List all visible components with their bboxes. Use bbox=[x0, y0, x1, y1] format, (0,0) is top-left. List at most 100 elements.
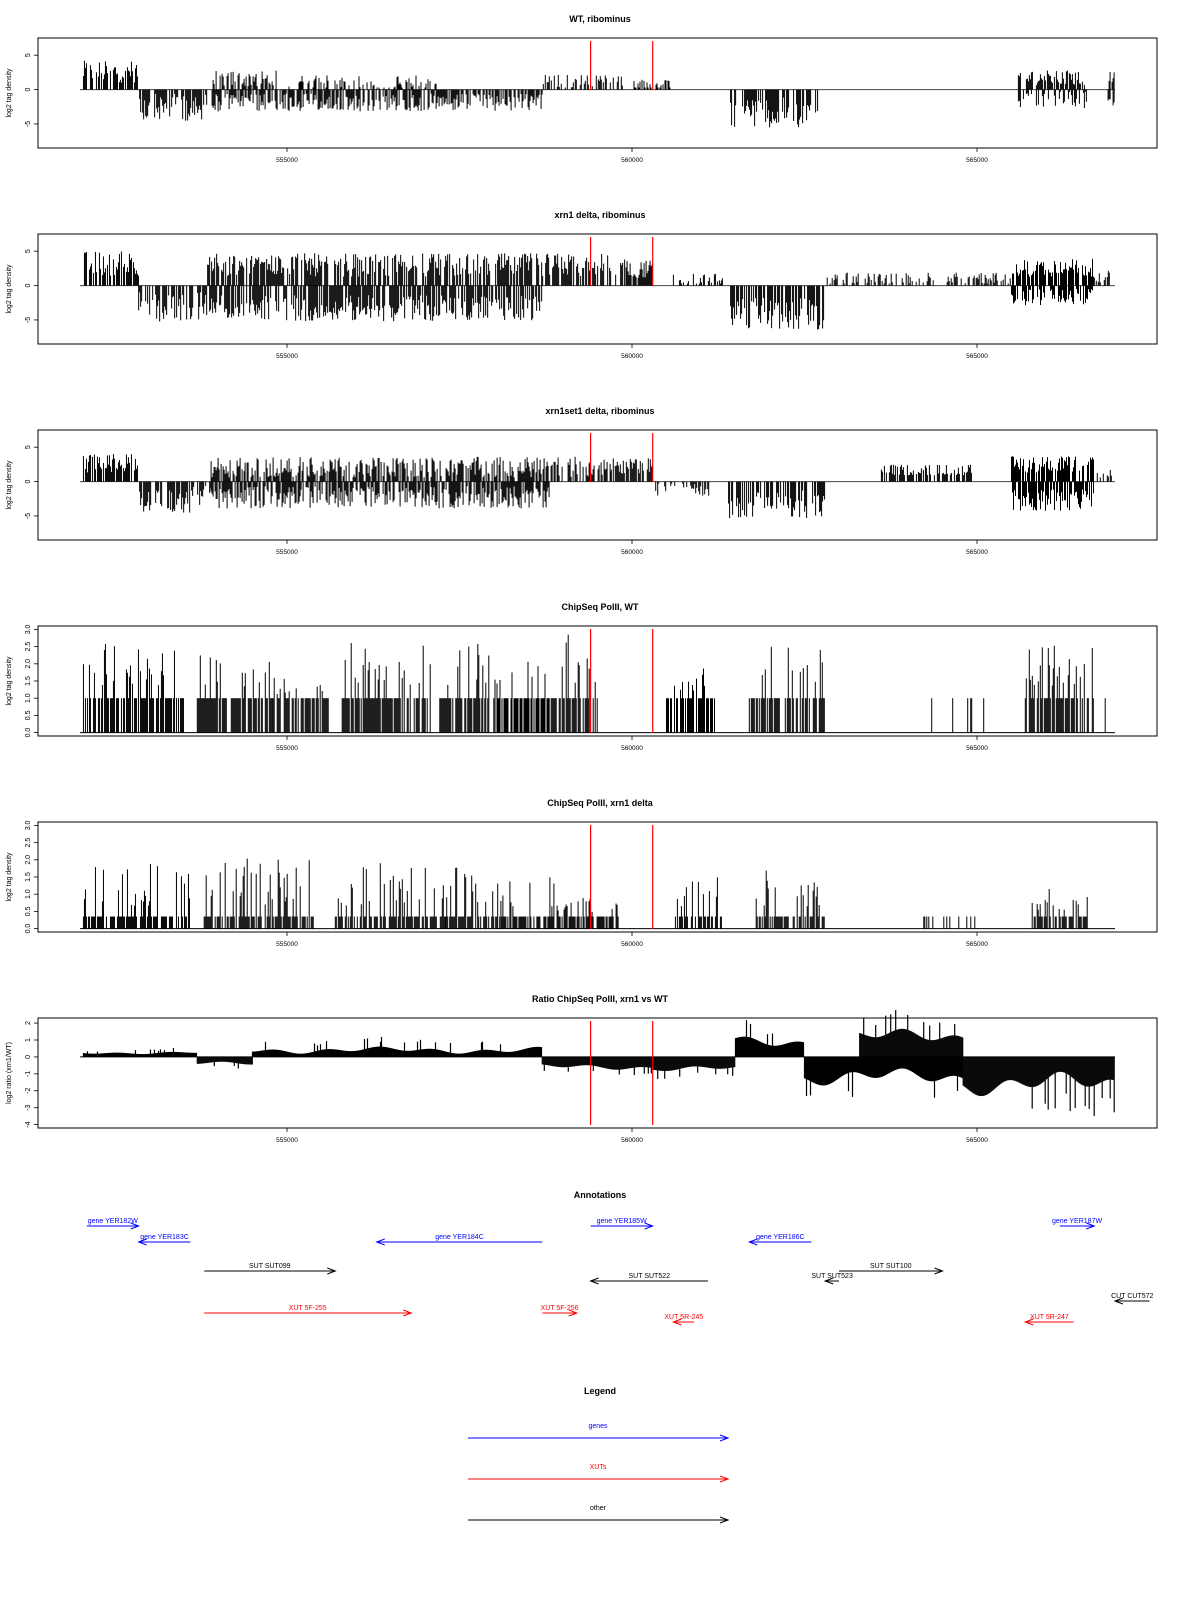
y-tick-label: -4 bbox=[25, 1121, 32, 1127]
arrow-head bbox=[327, 1267, 337, 1275]
legend-item: XUTs bbox=[468, 1464, 730, 1483]
y-tick-label: 5 bbox=[25, 445, 32, 449]
legend: Legend genes XUTs other bbox=[468, 1386, 730, 1524]
feature-label: SUT SUT522 bbox=[629, 1273, 671, 1280]
feature-label: gene YER183C bbox=[140, 1234, 189, 1241]
y-tick-label: -5 bbox=[25, 317, 32, 323]
y-tick-label: 5 bbox=[25, 53, 32, 57]
arrow-head bbox=[568, 1309, 579, 1317]
x-tick-label: 565000 bbox=[966, 745, 988, 752]
arrow-head bbox=[375, 1238, 385, 1246]
feature-label: gene YER182W bbox=[88, 1218, 138, 1225]
x-tick-label: 565000 bbox=[966, 157, 988, 164]
y-tick-label: 0.5 bbox=[25, 710, 32, 720]
arrow-head bbox=[403, 1309, 413, 1317]
y-tick-label: 0.0 bbox=[25, 924, 32, 934]
y-axis-label: log2 tag density bbox=[6, 852, 13, 902]
y-tick-label: 0.5 bbox=[25, 906, 32, 916]
arrow-head bbox=[934, 1267, 944, 1275]
data-series bbox=[80, 634, 1115, 734]
x-tick-label: 560000 bbox=[621, 1137, 643, 1144]
x-tick-label: 560000 bbox=[621, 941, 643, 948]
panel-3: xrn1set1 delta, ribominus log2 tag densit… bbox=[6, 406, 1158, 556]
data-series bbox=[80, 858, 1115, 930]
annotation-feature: XUT 5R-247 bbox=[1023, 1314, 1074, 1326]
y-tick-label: 2.5 bbox=[25, 838, 32, 848]
feature-label: SUT SUT523 bbox=[811, 1273, 853, 1280]
plot-frame bbox=[37, 429, 1158, 541]
y-tick-label: -2 bbox=[25, 1088, 32, 1094]
legend-label: XUTs bbox=[590, 1464, 607, 1471]
feature-label: gene YER187W bbox=[1052, 1218, 1102, 1225]
x-tick-label: 565000 bbox=[966, 1137, 988, 1144]
y-tick-label: 3.0 bbox=[25, 820, 32, 830]
arrow-head bbox=[1023, 1318, 1034, 1326]
data-series bbox=[80, 1010, 1115, 1117]
y-tick-label: 2.5 bbox=[25, 642, 32, 652]
panel-title: xrn1set1 delta, ribominus bbox=[545, 406, 654, 416]
annotation-feature: SUT SUT099 bbox=[204, 1263, 337, 1275]
x-tick-label: 560000 bbox=[621, 549, 643, 556]
data-series bbox=[80, 454, 1115, 519]
y-axis-label: log2 tag density bbox=[6, 264, 13, 314]
annotation-feature: XUT 5F-256 bbox=[541, 1305, 579, 1317]
plot-frame bbox=[37, 233, 1158, 345]
y-tick-label: 3.0 bbox=[25, 624, 32, 634]
y-tick-label: 5 bbox=[25, 249, 32, 253]
panel-6: Ratio ChipSeq PolII, xrn1 vs WT log2 rati… bbox=[6, 994, 1158, 1144]
panel-5: ChipSeq PolII, xrn1 delta log2 tag densit… bbox=[6, 798, 1158, 948]
legend-label: genes bbox=[588, 1423, 608, 1430]
data-series bbox=[80, 60, 1115, 128]
feature-label: XUT 5F-256 bbox=[541, 1305, 579, 1312]
y-tick-label: 0 bbox=[25, 480, 32, 484]
x-tick-label: 565000 bbox=[966, 941, 988, 948]
legend-title: Legend bbox=[584, 1386, 616, 1396]
arrow-head bbox=[719, 1434, 730, 1442]
annotation-feature: gene YER185W bbox=[590, 1218, 655, 1230]
arrow-head bbox=[130, 1222, 141, 1230]
plot-frame bbox=[37, 1017, 1158, 1129]
arrow-head bbox=[719, 1516, 730, 1524]
panel-title: WT, ribominus bbox=[569, 14, 631, 24]
feature-label: XUT 5R-245 bbox=[664, 1314, 703, 1321]
y-tick-label: 2.0 bbox=[25, 855, 32, 865]
annotations-title: Annotations bbox=[574, 1190, 627, 1200]
y-tick-label: -3 bbox=[25, 1104, 32, 1110]
annotation-feature: gene YER186C bbox=[747, 1234, 812, 1246]
y-axis-label: log2 tag density bbox=[6, 68, 13, 118]
arrow-head bbox=[1113, 1297, 1124, 1305]
x-tick-label: 560000 bbox=[621, 353, 643, 360]
y-tick-label: 2.0 bbox=[25, 659, 32, 669]
arrow-head bbox=[137, 1238, 147, 1246]
annotation-feature: CUT CUT572 bbox=[1111, 1293, 1153, 1305]
y-tick-label: 0.0 bbox=[25, 728, 32, 738]
arrow-head bbox=[1086, 1222, 1096, 1230]
feature-label: gene YER185W bbox=[597, 1218, 647, 1225]
feature-label: XUT 5R-247 bbox=[1030, 1314, 1069, 1321]
x-tick-label: 555000 bbox=[276, 1137, 298, 1144]
y-tick-label: 0 bbox=[25, 1055, 32, 1059]
y-tick-label: 0 bbox=[25, 284, 32, 288]
feature-label: gene YER184C bbox=[435, 1234, 484, 1241]
arrow-head bbox=[589, 1277, 599, 1285]
annotation-feature: gene YER183C bbox=[137, 1234, 191, 1246]
arrow-head bbox=[719, 1475, 730, 1483]
y-tick-label: -5 bbox=[25, 513, 32, 519]
y-axis-label: log2 tag density bbox=[6, 460, 13, 510]
annotation-feature: SUT SUT100 bbox=[839, 1263, 944, 1275]
arrow-head bbox=[747, 1238, 758, 1246]
annotation-feature: XUT 5F-255 bbox=[204, 1305, 413, 1317]
x-tick-label: 565000 bbox=[966, 353, 988, 360]
x-tick-label: 555000 bbox=[276, 745, 298, 752]
y-tick-label: 1 bbox=[25, 1038, 32, 1042]
panel-1: WT, ribominus log2 tag density -5 0 5 555000 5… bbox=[6, 14, 1158, 164]
legend-label: other bbox=[590, 1505, 607, 1512]
plot-frame bbox=[37, 821, 1158, 933]
panel-4: ChipSeq PolII, WT log2 tag density 0.0 0.5 1… bbox=[6, 602, 1158, 752]
feature-label: XUT 5F-255 bbox=[289, 1305, 327, 1312]
x-tick-label: 555000 bbox=[276, 941, 298, 948]
annotation-feature: XUT 5R-245 bbox=[664, 1314, 703, 1326]
x-tick-label: 560000 bbox=[621, 157, 643, 164]
